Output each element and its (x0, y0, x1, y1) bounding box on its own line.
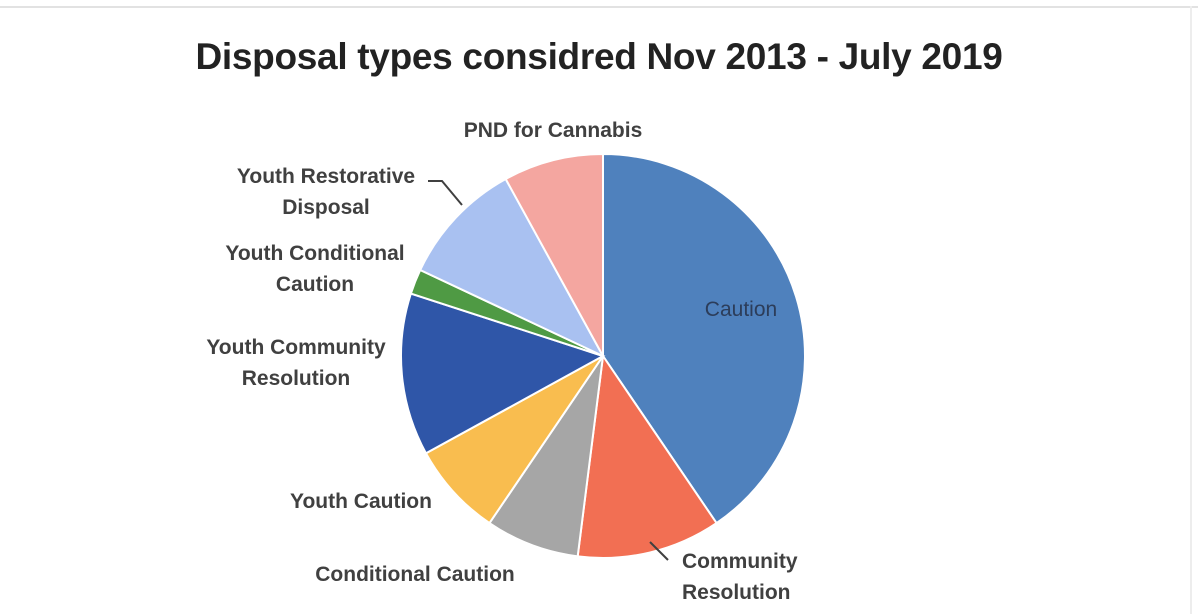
pie-slice-5 (400, 292, 606, 455)
slice-label-2: Community Resolution (682, 550, 798, 604)
pie-slice-2 (576, 353, 718, 559)
slice-label-3: Conditional Caution (315, 563, 514, 586)
slice-label-4: Youth Caution (290, 490, 432, 513)
top-divider (0, 6, 1198, 8)
pie-slice-3 (488, 355, 604, 558)
pie-slice-4 (424, 355, 604, 525)
right-divider (1190, 6, 1192, 614)
pie-slice-7 (418, 177, 606, 359)
leader-line-2 (649, 541, 669, 561)
slice-label-8: PND for Cannabis (464, 119, 643, 142)
slice-label-5: Youth Community Resolution (206, 336, 386, 390)
pie-slice-8 (504, 152, 604, 357)
leader-line-7 (428, 180, 463, 206)
slice-label-6: Youth Conditional Caution (225, 242, 404, 296)
pie-slice-1 (602, 152, 806, 525)
slice-label-7: Youth Restorative Disposal (237, 165, 415, 219)
chart-title: Disposal types considred Nov 2013 - July… (195, 36, 1003, 77)
slice-label-1: Caution (705, 298, 777, 321)
